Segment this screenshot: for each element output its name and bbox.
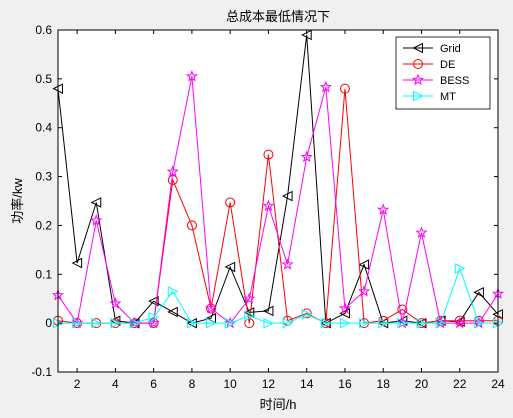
y-tick-label: 0.5 (35, 72, 52, 86)
data-point-grid (148, 295, 159, 307)
data-point-mt (225, 317, 236, 329)
y-tick-label: -0.1 (31, 365, 52, 379)
data-point-bess (243, 292, 256, 304)
x-axis-label: 时间/h (260, 397, 297, 412)
data-point-mt (454, 263, 466, 274)
x-tick-label: 2 (74, 377, 81, 391)
series-layer (51, 29, 505, 329)
series-mt (53, 263, 504, 329)
legend: Grid DE BESS MT (395, 36, 491, 110)
legend-marker-bess (411, 73, 425, 86)
x-tick-label: 16 (338, 377, 352, 391)
data-point-bess (281, 258, 294, 270)
data-point-mt (148, 311, 160, 323)
data-point-grid (71, 257, 83, 269)
x-tick-label: 8 (189, 377, 196, 391)
axis-layer: 2 4 6 8 10 12 14 16 18 20 22 24-0.100.10.20.30.40.5… (31, 23, 505, 391)
x-tick-label: 24 (491, 377, 505, 391)
data-point-grid (224, 261, 236, 273)
data-point-bess (185, 69, 199, 82)
legend-marker-de (413, 59, 423, 69)
data-point-de (225, 197, 236, 208)
y-tick-label: 0.3 (35, 170, 52, 184)
data-point-de (263, 149, 274, 160)
data-point-bess (453, 316, 466, 329)
data-point-mt (263, 317, 275, 329)
data-point-grid (243, 307, 255, 318)
data-point-mt (206, 317, 217, 329)
data-point-mt (129, 317, 141, 329)
data-point-bess (338, 302, 352, 314)
data-point-mt (244, 310, 255, 322)
data-point-bess (357, 284, 371, 297)
data-point-bess (262, 199, 275, 212)
data-point-mt (397, 317, 408, 329)
data-point-grid (90, 197, 102, 208)
chart-title: 总成本最低情况下 (226, 9, 330, 24)
data-point-de (186, 220, 197, 231)
x-tick-label: 18 (377, 377, 391, 391)
legend-label-mt: MT (440, 91, 456, 103)
x-tick-label: 10 (223, 377, 237, 391)
data-point-bess (90, 214, 103, 226)
x-tick-label: 20 (415, 377, 429, 391)
plot-frame (57, 29, 499, 373)
legend-label-bess: BESS (440, 75, 469, 87)
legend-label-de: DE (440, 59, 455, 71)
data-point-bess (319, 80, 332, 93)
y-tick-label: 0.6 (35, 23, 52, 37)
data-point-mt (167, 286, 179, 297)
y-tick-label: 0.2 (35, 218, 52, 232)
y-tick-label: 0 (45, 316, 52, 330)
data-point-de (244, 318, 255, 329)
data-point-bess (300, 150, 313, 163)
data-point-mt (282, 317, 294, 329)
legend-marker-grid (412, 42, 423, 54)
data-point-mt (339, 317, 351, 329)
y-axis-label: 功率/kw (10, 178, 25, 224)
data-point-bess (377, 203, 390, 215)
data-point-mt (378, 317, 389, 329)
data-point-de (397, 304, 408, 315)
y-tick-label: 0.1 (35, 267, 52, 281)
legend-label-grid: Grid (440, 43, 461, 55)
data-point-de (339, 83, 350, 94)
x-tick-label: 6 (150, 377, 157, 391)
x-tick-label: 22 (453, 377, 467, 391)
x-tick-label: 14 (300, 377, 314, 391)
data-point-bess (204, 302, 218, 314)
legend-box (395, 36, 491, 110)
data-point-mt (473, 317, 485, 329)
data-point-mt (359, 317, 370, 329)
data-point-grid (281, 190, 293, 202)
y-tick-label: 0.4 (35, 121, 52, 135)
series-line-bess (57, 76, 499, 325)
data-point-bess (415, 226, 428, 238)
data-point-grid (358, 259, 370, 270)
data-point-grid (262, 305, 274, 317)
data-point-mt (110, 317, 122, 329)
data-point-mt (186, 317, 198, 329)
data-point-mt (416, 317, 428, 329)
data-point-mt (301, 309, 313, 320)
data-point-mt (435, 317, 447, 329)
data-point-mt (91, 317, 102, 329)
x-tick-label: 4 (112, 377, 119, 391)
data-point-bess (109, 297, 122, 309)
series-line-mt (58, 266, 498, 324)
data-point-mt (320, 317, 332, 329)
x-tick-label: 12 (262, 377, 276, 391)
legend-marker-mt (413, 90, 424, 102)
data-point-grid (167, 306, 178, 318)
data-point-bess (166, 165, 179, 177)
data-point-grid (473, 287, 484, 298)
data-point-mt (72, 317, 83, 329)
